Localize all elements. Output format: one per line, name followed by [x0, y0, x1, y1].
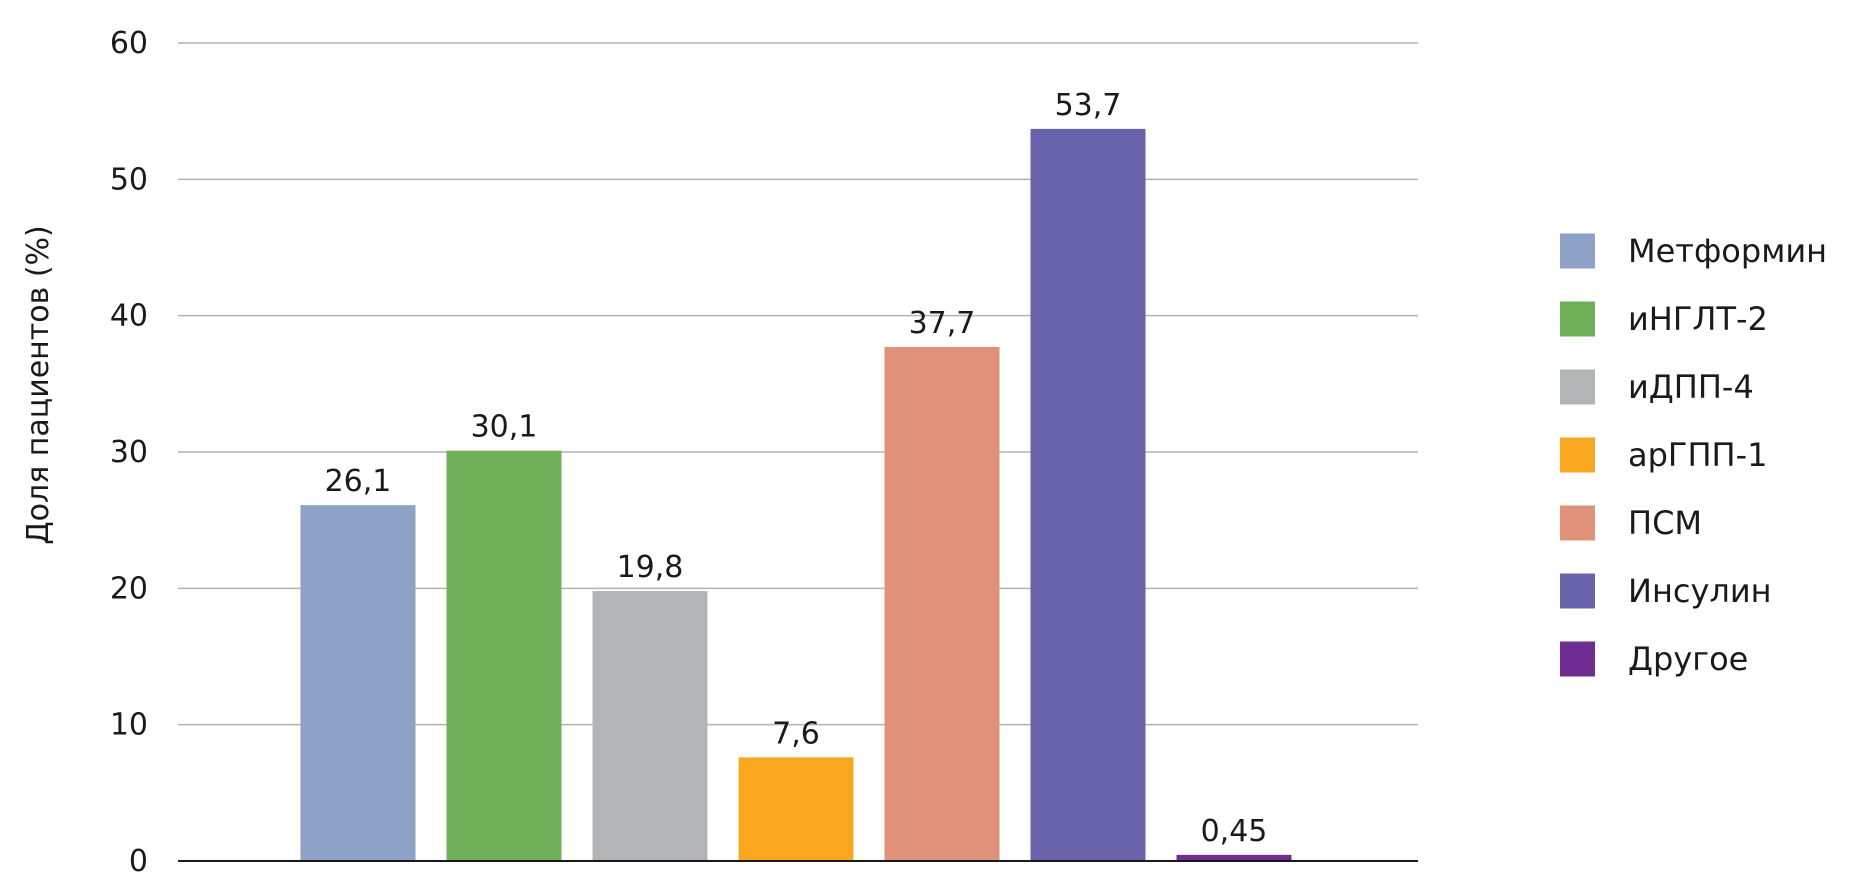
bar-1 — [300, 505, 416, 861]
bar-3 — [592, 591, 708, 861]
legend-swatch — [1560, 437, 1595, 473]
legend-swatch — [1560, 301, 1595, 337]
bar-2 — [446, 450, 562, 861]
data-label: 30,1 — [471, 410, 538, 445]
legend-swatch — [1560, 369, 1595, 405]
bar-5 — [884, 347, 1000, 862]
legend-swatch — [1560, 505, 1595, 541]
data-labels: 26,1 30,1 19,8 7,6 37,7 53,7 0,45 — [325, 88, 1268, 849]
legend-label: Инсулин — [1628, 572, 1772, 610]
y-tick-label: 0 — [129, 844, 148, 879]
data-label: 53,7 — [1055, 88, 1122, 123]
y-tick-label: 20 — [110, 571, 148, 606]
data-label: 7,6 — [772, 716, 820, 751]
y-tick-label: 40 — [110, 299, 148, 334]
legend-swatch — [1560, 233, 1595, 269]
legend: Метформин иНГЛТ-2 иДПП-4 арГПП-1 ПСМ Инсулин Д… — [1560, 232, 1827, 678]
legend-label: Метформин — [1628, 232, 1827, 270]
y-tick-label: 30 — [110, 435, 148, 470]
data-label: 26,1 — [325, 464, 392, 499]
y-tick-label: 50 — [110, 162, 148, 197]
legend-label: иНГЛТ-2 — [1628, 300, 1768, 338]
legend-label: ПСМ — [1628, 504, 1702, 542]
bar-6 — [1030, 128, 1146, 861]
y-tick-label: 60 — [110, 26, 148, 61]
legend-label: иДПП-4 — [1628, 368, 1754, 406]
bar-4 — [738, 757, 854, 861]
y-axis-ticks: 0 10 20 30 40 50 60 — [110, 26, 148, 879]
bar-7 — [1176, 854, 1292, 861]
data-label: 0,45 — [1201, 814, 1268, 849]
legend-swatch — [1560, 641, 1595, 677]
y-axis-title: Доля пациентов (%) — [21, 225, 56, 545]
y-tick-label: 10 — [110, 708, 148, 743]
bars — [300, 128, 1292, 862]
legend-swatch — [1560, 573, 1595, 609]
legend-label: Другое — [1628, 640, 1748, 678]
legend-label: арГПП-1 — [1628, 436, 1767, 474]
data-label: 19,8 — [617, 550, 684, 585]
data-label: 37,7 — [909, 306, 976, 341]
